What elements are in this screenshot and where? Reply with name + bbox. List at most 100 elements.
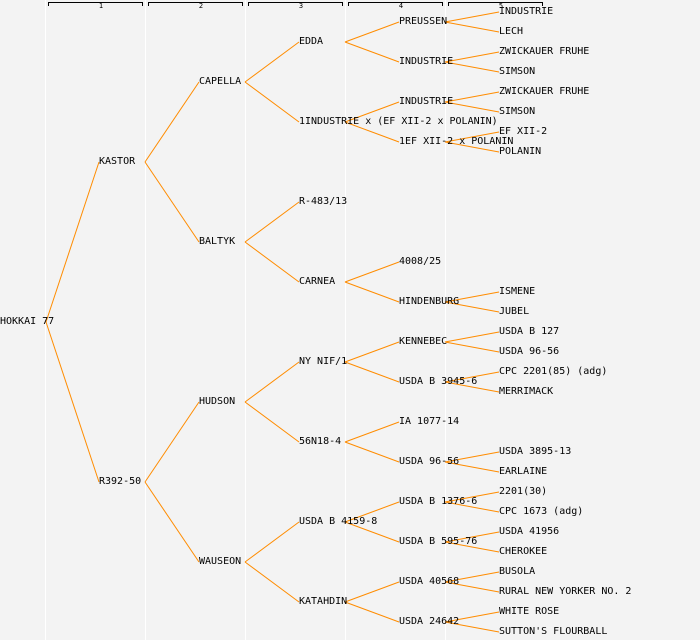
pedigree-link (444, 331, 500, 343)
pedigree-node-gen1[interactable]: KASTOR (99, 156, 136, 167)
column-bracket (148, 2, 243, 6)
pedigree-node-gen5[interactable]: USDA 3895-13 (499, 446, 572, 457)
pedigree-node-gen3[interactable]: KATAHDIN (299, 596, 348, 607)
pedigree-link (244, 521, 300, 563)
pedigree-node-gen4[interactable]: USDA B 595-76 (399, 536, 478, 547)
pedigree-link (444, 61, 500, 73)
pedigree-link (444, 451, 500, 463)
pedigree-node-gen5[interactable]: SIMSON (499, 66, 536, 77)
pedigree-link (444, 501, 500, 513)
pedigree-node-gen1[interactable]: R392-50 (99, 476, 142, 487)
pedigree-node-gen5[interactable]: WHITE ROSE (499, 606, 560, 617)
column-number: 1 (98, 2, 104, 10)
pedigree-node-gen4[interactable]: IA 1077-14 (399, 416, 460, 427)
column-bracket (48, 2, 143, 6)
pedigree-node-gen5[interactable]: 2201(30) (499, 486, 548, 497)
pedigree-node-gen3[interactable]: USDA B 4159-8 (299, 516, 378, 527)
pedigree-link (444, 491, 500, 503)
pedigree-link (344, 341, 400, 363)
pedigree-node-gen5[interactable]: POLANIN (499, 146, 542, 157)
pedigree-link (244, 561, 300, 603)
pedigree-link (344, 101, 400, 123)
pedigree-node-gen4[interactable]: INDUSTRIE (399, 56, 454, 67)
pedigree-node-gen3[interactable]: CARNEA (299, 276, 336, 287)
pedigree-link (444, 461, 500, 473)
pedigree-node-gen5[interactable]: SIMSON (499, 106, 536, 117)
pedigree-node-gen3[interactable]: 1INDUSTRIE x (EF XII-2 x POLANIN) (299, 116, 498, 127)
pedigree-node-gen3[interactable]: R-483/13 (299, 196, 348, 207)
pedigree-node-gen4[interactable]: USDA B 1376-6 (399, 496, 478, 507)
pedigree-node-gen4[interactable]: USDA 40568 (399, 576, 460, 587)
pedigree-link (45, 161, 100, 323)
pedigree-link (444, 141, 500, 153)
pedigree-link (344, 361, 400, 383)
pedigree-node-gen5[interactable]: USDA 96-56 (499, 346, 560, 357)
pedigree-node-gen3[interactable]: 56N18-4 (299, 436, 342, 447)
pedigree-link (444, 381, 500, 393)
pedigree-node-gen4[interactable]: PREUSSEN (399, 16, 448, 27)
pedigree-node-gen5[interactable]: BUSOLA (499, 566, 536, 577)
pedigree-link (344, 521, 400, 543)
pedigree-node-gen5[interactable]: CHEROKEE (499, 546, 548, 557)
pedigree-node-gen5[interactable]: USDA 41956 (499, 526, 560, 537)
pedigree-link (244, 201, 300, 243)
pedigree-node-gen3[interactable]: NY NIF/1 (299, 356, 348, 367)
pedigree-link (444, 531, 500, 543)
pedigree-node-gen5[interactable]: EF XII-2 (499, 126, 548, 137)
pedigree-link (244, 41, 300, 83)
pedigree-node-gen5[interactable]: EARLAINE (499, 466, 548, 477)
column-bracket (348, 2, 443, 6)
pedigree-link (444, 11, 500, 23)
pedigree-node-gen5[interactable]: USDA B 127 (499, 326, 560, 337)
column-number: 4 (398, 2, 404, 10)
pedigree-node-gen4[interactable]: USDA 24642 (399, 616, 460, 627)
pedigree-node-gen5[interactable]: LECH (499, 26, 524, 37)
pedigree-link (444, 291, 500, 303)
pedigree-link (244, 241, 300, 283)
pedigree-node-gen2[interactable]: CAPELLA (199, 76, 242, 87)
pedigree-link (344, 121, 400, 143)
pedigree-node-gen4[interactable]: HINDENBURG (399, 296, 460, 307)
pedigree-node-gen4[interactable]: USDA 96-56 (399, 456, 460, 467)
pedigree-link (344, 21, 400, 43)
pedigree-node-gen2[interactable]: BALTYK (199, 236, 236, 247)
pedigree-link (444, 131, 500, 143)
pedigree-node-gen5[interactable]: CPC 1673 (adg) (499, 506, 584, 517)
pedigree-node-gen5[interactable]: ISMENE (499, 286, 536, 297)
pedigree-node-gen4[interactable]: 1EF XII-2 x POLANIN (399, 136, 514, 147)
pedigree-node-gen5[interactable]: ZWICKAUER FRUHE (499, 46, 590, 57)
pedigree-link (45, 321, 100, 483)
pedigree-link (344, 261, 400, 283)
pedigree-node-gen5[interactable]: RURAL NEW YORKER NO. 2 (499, 586, 632, 597)
column-divider (345, 0, 346, 640)
pedigree-node-gen4[interactable]: KENNEBEC (399, 336, 448, 347)
pedigree-node-gen5[interactable]: INDUSTRIE (499, 6, 554, 17)
column-divider (445, 0, 446, 640)
pedigree-node-gen5[interactable]: JUBEL (499, 306, 530, 317)
pedigree-link (444, 301, 500, 313)
pedigree-node-gen5[interactable]: CPC 2201(85) (adg) (499, 366, 608, 377)
pedigree-node-gen2[interactable]: WAUSEON (199, 556, 242, 567)
pedigree-link (344, 581, 400, 603)
pedigree-node-gen5[interactable]: ZWICKAUER FRUHE (499, 86, 590, 97)
pedigree-node-gen4[interactable]: USDA B 3945-6 (399, 376, 478, 387)
pedigree-link (444, 371, 500, 383)
pedigree-node-gen4[interactable]: 4008/25 (399, 256, 442, 267)
pedigree-node-gen0[interactable]: HOKKAI 77 (0, 316, 55, 327)
pedigree-link (444, 581, 500, 593)
pedigree-link (444, 51, 500, 63)
pedigree-node-gen5[interactable]: SUTTON'S FLOURBALL (499, 626, 608, 637)
pedigree-node-gen2[interactable]: HUDSON (199, 396, 236, 407)
pedigree-node-gen5[interactable]: MERRIMACK (499, 386, 554, 397)
pedigree-link (444, 611, 500, 623)
pedigree-link (444, 341, 500, 353)
pedigree-link (444, 541, 500, 553)
pedigree-node-gen3[interactable]: EDDA (299, 36, 324, 47)
pedigree-node-gen4[interactable]: INDUSTRIE (399, 96, 454, 107)
pedigree-link (144, 161, 200, 243)
column-divider (245, 0, 246, 640)
pedigree-link (344, 281, 400, 303)
column-divider (45, 0, 46, 640)
pedigree-link (244, 401, 300, 443)
